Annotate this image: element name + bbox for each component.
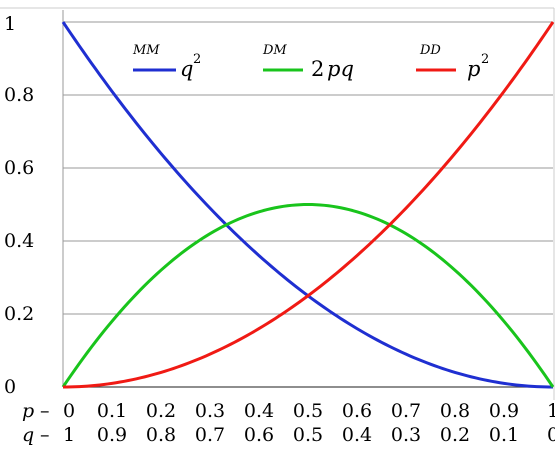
- x-tick-label-q: 1: [63, 424, 75, 446]
- x-row-dash-p: –: [40, 400, 50, 422]
- curve-dd: [62, 21, 555, 389]
- curves-layer: [61, 21, 555, 389]
- legend-formula-dd: p: [467, 57, 480, 81]
- legend-superscript-dd: 2: [481, 52, 489, 67]
- x-tick-label-p: 0.9: [489, 400, 519, 422]
- legend-item-dd: DD p 2: [416, 43, 489, 81]
- x-row-label-q: q: [22, 424, 34, 446]
- x-tick-label-q: 0.9: [97, 424, 127, 446]
- x-tick-label-p: 0.7: [391, 400, 421, 422]
- x-tick-label-p: 1: [547, 400, 555, 422]
- x-tick-label-p: 0.1: [97, 400, 127, 422]
- legend-genotype-dd: DD: [419, 43, 441, 58]
- y-tick-label: 1: [4, 13, 16, 35]
- x-tick-label-p: 0.8: [440, 400, 470, 422]
- legend-item-dm: DM 2 pq: [262, 43, 354, 81]
- x-tick-label-p: 0.6: [342, 400, 372, 422]
- x-tick-label-p: 0.4: [244, 400, 274, 422]
- curve-dm: [61, 203, 555, 388]
- x-tick-label-q: 0: [547, 424, 555, 446]
- x-tick-label-q: 0.8: [146, 424, 176, 446]
- x-tick-label-q: 0.7: [195, 424, 225, 446]
- legend-coefficient-dm: 2: [311, 57, 324, 81]
- x-tick-label-q: 0.3: [391, 424, 421, 446]
- grid-layer: [63, 21, 553, 315]
- legend-genotype-mm: MM: [132, 43, 160, 58]
- legend-genotype-dm: DM: [262, 43, 287, 58]
- legend-item-mm: MM q 2: [132, 43, 201, 81]
- y-tick-labels: 0 0.2 0.4 0.6 0.8 1: [4, 13, 34, 398]
- y-tick-label: 0.8: [4, 84, 34, 106]
- y-tick-label: 0: [4, 376, 16, 398]
- legend-superscript-mm: 2: [193, 52, 201, 67]
- x-tick-label-q: 0.5: [293, 424, 323, 446]
- x-tick-label-p: 0.2: [146, 400, 176, 422]
- y-tick-label: 0.2: [4, 303, 34, 325]
- x-row-label-p: p: [22, 400, 34, 422]
- x-tick-label-p: 0.3: [195, 400, 225, 422]
- legend-formula-mm: q: [180, 57, 193, 81]
- y-tick-label: 0.4: [4, 230, 34, 252]
- legend: MM q 2 DM 2 pq DD p 2: [132, 43, 489, 81]
- y-tick-label: 0.6: [4, 157, 34, 179]
- x-tick-labels: p –0 0.1 0.2 0.3 0.4 0.5 0.6 0.7 0.8 0.9 1q –1 0.9 0.8…: [22, 400, 555, 446]
- x-tick-label-q: 0.6: [244, 424, 274, 446]
- x-row-dash-q: –: [40, 424, 50, 446]
- legend-formula-dm: pq: [327, 57, 354, 81]
- x-tick-label-p: 0.5: [293, 400, 323, 422]
- axes-layer: [0, 7, 555, 400]
- x-tick-label-q: 0.4: [342, 424, 372, 446]
- x-tick-label-q: 0.1: [489, 424, 519, 446]
- x-tick-label-q: 0.2: [440, 424, 470, 446]
- x-tick-label-p: 0: [63, 400, 75, 422]
